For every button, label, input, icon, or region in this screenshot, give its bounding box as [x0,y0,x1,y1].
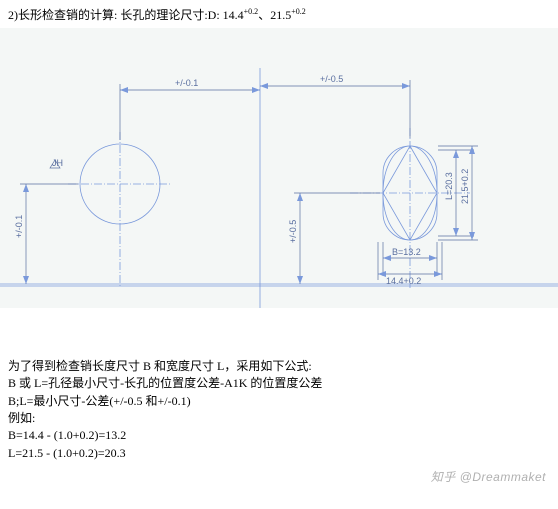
header-text: 2)长形检查销的计算: 长孔的理论尺寸:D: 14.4+0.2、21.5+0.2 [0,0,558,28]
slot-feature [350,128,470,288]
roughness-label: JH [52,158,63,168]
sup1: +0.2 [244,7,259,16]
dim-left-label: +/-0.1 [14,215,24,238]
dim-top-left-label: +/-0.1 [175,78,198,88]
body-text: 为了得到检查销长度尺寸 B 和宽度尺寸 L，采用如下公式: B 或 L=孔径最小… [0,308,558,466]
dim-mid-label: +/-0.5 [288,220,298,243]
dim-top-right: +/-0.5 [260,74,410,138]
dim-left-vert: +/-0.1 [14,184,78,284]
dim-W-label: 14.4+0.2 [386,276,421,286]
engineering-diagram: JH +/-0.1 +/-0.5 +/-0.1 [0,28,558,308]
formula-line-1: 为了得到检查销长度尺寸 B 和宽度尺寸 L，采用如下公式: [8,358,550,375]
formula-line-4: 例如: [8,410,550,427]
mid: 、 [258,8,270,22]
title-prefix: 2)长形检查销的计算: 长孔的理论尺寸:D: [8,8,223,22]
formula-line-3: B;L=最小尺寸-公差(+/-0.5 和+/-0.1) [8,393,550,410]
d2: 21.5 [270,8,291,22]
dim-top-right-label: +/-0.5 [320,74,343,84]
watermark: 知乎 @Dreammaket [431,468,546,485]
formula-line-2: B 或 L=孔径最小尺寸-长孔的位置度公差-A1K 的位置度公差 [8,375,550,392]
dim-L2-label: 21.5+0.2 [460,169,470,204]
formula-line-6: L=21.5 - (1.0+0.2)=20.3 [8,445,550,462]
dim-L1-label: L=20.3 [444,172,454,200]
diagram-svg: JH +/-0.1 +/-0.5 +/-0.1 [0,28,558,308]
dim-B-label: B=13.2 [392,247,421,257]
dim-mid-vert: +/-0.5 [288,193,380,284]
sup2: +0.2 [291,7,306,16]
formula-line-5: B=14.4 - (1.0+0.2)=13.2 [8,427,550,444]
d1: 14.4 [223,8,244,22]
dim-top-left: +/-0.1 [120,78,260,140]
